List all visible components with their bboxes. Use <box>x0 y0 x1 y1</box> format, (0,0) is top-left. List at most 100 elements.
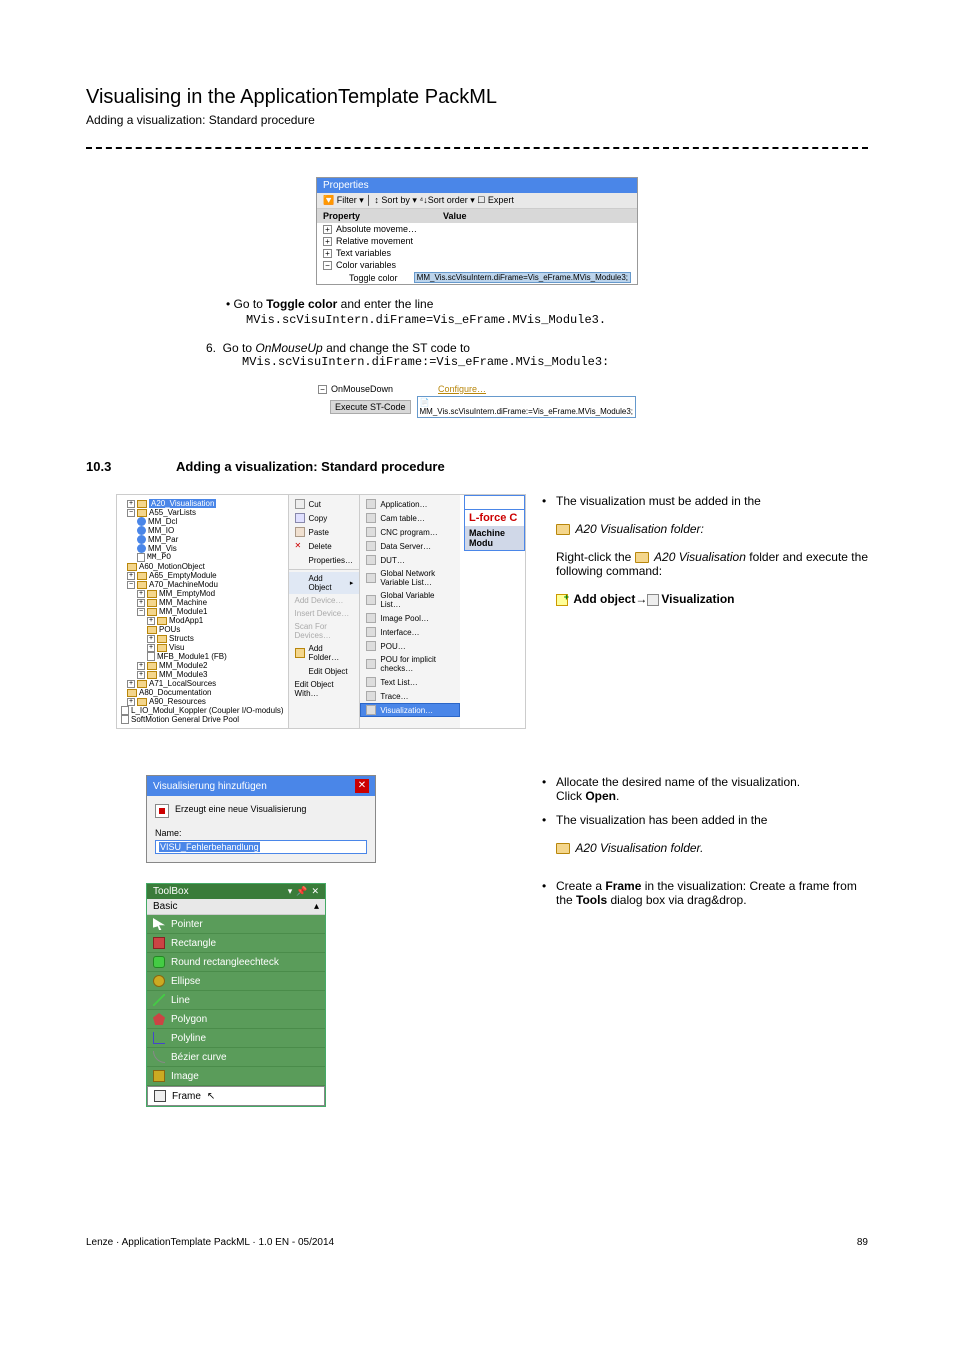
expand-icon[interactable]: + <box>147 635 155 643</box>
tool-rectangle[interactable]: Rectangle <box>147 934 325 953</box>
tree-item[interactable]: Visu <box>169 643 184 652</box>
tool-polyline[interactable]: Polyline <box>147 1029 325 1048</box>
ctx-add-folder[interactable]: Add Folder… <box>289 642 360 664</box>
project-tree[interactable]: +A20_Visualisation −A55_VarLists MM_Dcl … <box>117 495 289 728</box>
st-value[interactable]: 📄 MM_Vis.scVisuIntern.diFrame:=Vis_eFram… <box>417 396 637 418</box>
expand-icon[interactable]: + <box>137 671 145 679</box>
tree-item[interactable]: A90_Resources <box>149 697 206 706</box>
sub-dut[interactable]: DUT… <box>360 553 460 567</box>
collapse-icon[interactable]: − <box>318 385 327 394</box>
tree-item[interactable]: MM_Machine <box>159 598 207 607</box>
tree-item[interactable]: MM_Vis <box>148 544 177 553</box>
sub-imagepool[interactable]: Image Pool… <box>360 611 460 625</box>
context-menu[interactable]: Cut Copy Paste ✕Delete Properties… Add O… <box>289 495 361 728</box>
ctx-paste[interactable]: Paste <box>289 525 360 539</box>
tool-roundrect[interactable]: Round rectangleechteck <box>147 953 325 972</box>
collapse-icon[interactable]: − <box>127 581 135 589</box>
sub-visualization[interactable]: Visualization… <box>360 703 460 717</box>
expand-icon[interactable]: + <box>147 644 155 652</box>
collapse-icon[interactable]: − <box>127 509 135 517</box>
ctx-delete[interactable]: ✕Delete <box>289 539 360 553</box>
tree-item[interactable]: MM_Module1 <box>159 607 207 616</box>
sub-camtable[interactable]: Cam table… <box>360 511 460 525</box>
toolbox-panel: ToolBox ▾ 📌 ✕ Basic▴ Pointer Rectangle R… <box>146 883 326 1107</box>
expand-icon[interactable]: + <box>127 500 135 508</box>
properties-toolbar[interactable]: 🔽 Filter ▾ │ ↕ Sort by ▾ ⁴↓Sort order ▾ … <box>317 193 637 209</box>
ctx-add-object[interactable]: Add Object▸ <box>289 572 360 594</box>
expand-icon[interactable]: + <box>127 572 135 580</box>
sub-textlist[interactable]: Text List… <box>360 675 460 689</box>
sub-dataserver[interactable]: Data Server… <box>360 539 460 553</box>
tool-bezier[interactable]: Bézier curve <box>147 1048 325 1067</box>
tree-item[interactable]: ModApp1 <box>169 616 203 625</box>
expand-icon[interactable]: + <box>137 662 145 670</box>
sub-pou-implicit[interactable]: POU for implicit checks… <box>360 653 460 675</box>
ctx-edit-with[interactable]: Edit Object With… <box>289 678 360 700</box>
sub-interface[interactable]: Interface… <box>360 625 460 639</box>
tree-item[interactable]: A60_MotionObject <box>139 562 205 571</box>
code-step6: MVis.scVisuIntern.diFrame:=Vis_eFrame.MV… <box>242 355 868 369</box>
tree-item[interactable]: MM_PO <box>147 553 171 562</box>
expand-icon[interactable]: + <box>137 590 145 598</box>
expand-icon[interactable]: + <box>323 237 332 246</box>
tree-item[interactable]: MM_Module3 <box>159 670 207 679</box>
pin-icon[interactable]: 📌 <box>296 886 307 897</box>
tool-pointer[interactable]: Pointer <box>147 915 325 934</box>
tree-item[interactable]: MFB_Module1 (FB) <box>157 652 227 661</box>
prop-row-color[interactable]: −Color variables <box>317 259 637 271</box>
prop-row-absolute[interactable]: +Absolute moveme… <box>317 223 637 235</box>
toolbox-basic-header[interactable]: Basic▴ <box>147 899 325 915</box>
configure-link[interactable]: Configure… <box>438 384 486 394</box>
tree-item[interactable]: A55_VarLists <box>149 508 196 517</box>
tree-item[interactable]: A71_LocalSources <box>149 679 216 688</box>
properties-panel: Properties 🔽 Filter ▾ │ ↕ Sort by ▾ ⁴↓So… <box>316 177 638 285</box>
expand-icon[interactable]: + <box>127 698 135 706</box>
tool-polygon[interactable]: Polygon <box>147 1010 325 1029</box>
expand-icon[interactable]: + <box>147 617 155 625</box>
tree-item[interactable]: MM_Module2 <box>159 661 207 670</box>
tool-ellipse[interactable]: Ellipse <box>147 972 325 991</box>
tree-item[interactable]: Structs <box>169 634 194 643</box>
sub-cnc[interactable]: CNC program… <box>360 525 460 539</box>
tree-item[interactable]: MM_IO <box>148 526 174 535</box>
ctx-cut[interactable]: Cut <box>289 497 360 511</box>
sub-pou[interactable]: POU… <box>360 639 460 653</box>
collapse-icon[interactable]: − <box>323 261 332 270</box>
expand-icon[interactable]: + <box>323 225 332 234</box>
prop-row-relative[interactable]: +Relative movement <box>317 235 637 247</box>
prop-row-toggle[interactable]: Toggle color MM_Vis.scVisuIntern.diFrame… <box>317 271 637 284</box>
toggle-value[interactable]: MM_Vis.scVisuIntern.diFrame=Vis_eFrame.M… <box>414 272 631 283</box>
ctx-properties[interactable]: Properties… <box>289 553 360 567</box>
sub-gnvl[interactable]: Global Network Variable List… <box>360 567 460 589</box>
ctx-edit-object[interactable]: Edit Object <box>289 664 360 678</box>
ctx-copy[interactable]: Copy <box>289 511 360 525</box>
tree-item[interactable]: A80_Documentation <box>139 688 212 697</box>
text-icon <box>366 677 376 687</box>
tree-item[interactable]: A65_EmptyModule <box>149 571 217 580</box>
submenu[interactable]: Application… Cam table… CNC program… Dat… <box>360 495 460 728</box>
sub-gvl[interactable]: Global Variable List… <box>360 589 460 611</box>
tool-line[interactable]: Line <box>147 991 325 1010</box>
sub-trace[interactable]: Trace… <box>360 689 460 703</box>
expand-icon[interactable]: + <box>323 249 332 258</box>
tree-item[interactable]: POUs <box>159 625 180 634</box>
expand-icon[interactable]: + <box>127 680 135 688</box>
tree-item[interactable]: MM_Par <box>148 535 178 544</box>
collapse-icon[interactable]: − <box>137 608 145 616</box>
name-input[interactable]: VISU_Fehlerbehandlung <box>155 840 367 854</box>
tree-item[interactable]: SoftMotion General Drive Pool <box>131 715 239 724</box>
close-icon[interactable]: ✕ <box>311 886 319 897</box>
close-icon[interactable]: ✕ <box>355 779 369 793</box>
prop-row-text[interactable]: +Text variables <box>317 247 637 259</box>
sub-application[interactable]: Application… <box>360 497 460 511</box>
tool-image[interactable]: Image <box>147 1067 325 1086</box>
dropdown-icon[interactable]: ▾ <box>288 886 293 897</box>
tree-item[interactable]: MM_EmptyMod <box>159 589 215 598</box>
tree-item[interactable]: A70_MachineModu <box>149 580 218 589</box>
tree-item[interactable]: MM_Dcl <box>148 517 177 526</box>
tool-frame[interactable]: Frame ↖ <box>147 1086 325 1106</box>
expand-icon[interactable]: + <box>137 599 145 607</box>
exec-st-code[interactable]: Execute ST-Code <box>330 400 411 414</box>
tree-item[interactable]: L_IO_Modul_Koppler (Coupler I/O-moduls) <box>131 706 284 715</box>
tree-a20[interactable]: A20_Visualisation <box>149 499 216 508</box>
